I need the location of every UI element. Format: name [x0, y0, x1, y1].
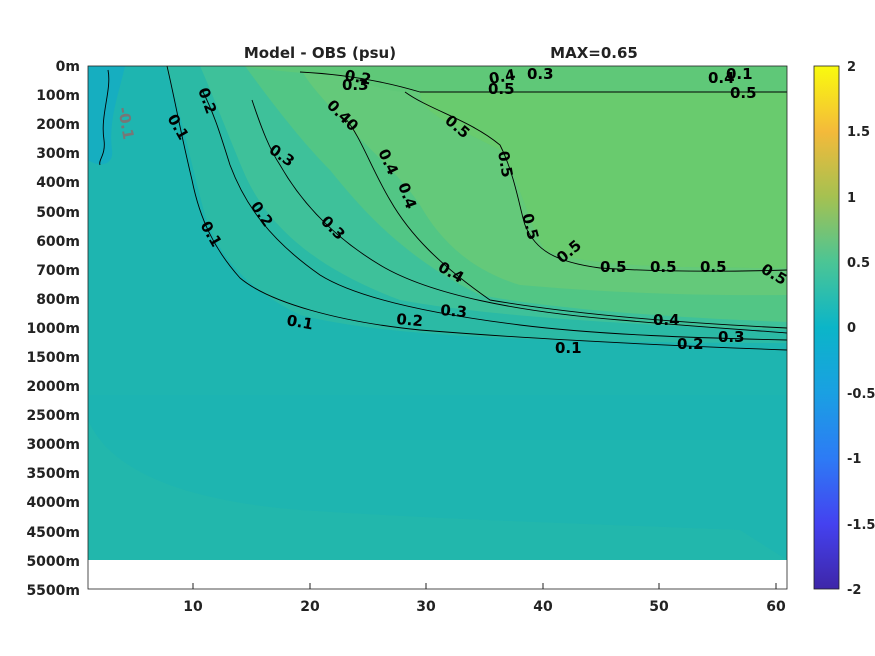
fill-deep-band	[88, 395, 787, 440]
y-tick-label: 3000m	[26, 437, 80, 453]
contour-0-5	[404, 91, 787, 272]
y-tick-label: 5500m	[26, 583, 80, 599]
contour-label: 0.3	[527, 65, 554, 83]
contour-label: 0.2	[396, 310, 424, 330]
y-tick-label: 4000m	[26, 495, 80, 511]
contour-label: 0.4	[488, 66, 517, 88]
x-tick-label: 60	[766, 599, 786, 615]
y-axis: 0m 100m 200m 300m 400m 500m 600m 700m 80…	[26, 59, 80, 599]
y-tick-label: 1500m	[26, 350, 80, 366]
contour-0-1	[166, 66, 787, 351]
y-tick-label: 2500m	[26, 408, 80, 424]
contour-label: 0.3	[342, 76, 369, 94]
contour-label: 0.1	[285, 311, 314, 333]
colorbar-tick-label: 2	[847, 60, 856, 75]
contour-labels: 0.1 0.2 0.3 0.4 0.3 0.2 0.1 0.1 0.2 0.3 …	[114, 65, 790, 357]
colorbar-tick-label: 0	[847, 321, 856, 336]
contour-label: 0.2	[677, 335, 704, 353]
contour-0-3	[251, 99, 787, 334]
contour-0-4	[344, 117, 787, 329]
contour-label: 0.5	[600, 258, 627, 276]
x-axis: 10 20 30 40 50 60	[183, 583, 786, 615]
contour-label: 0.3	[440, 301, 468, 321]
y-tick-label: 700m	[36, 263, 80, 279]
contour-label: 0.4	[653, 311, 680, 329]
contour-label: 0.5	[494, 150, 516, 179]
x-tick-label: 30	[416, 599, 436, 615]
contour-label: 0.5	[488, 80, 515, 98]
fill-level-neg-0-1	[88, 66, 125, 165]
contour-label: 0.5	[650, 258, 677, 276]
y-tick-label: 500m	[36, 205, 80, 221]
y-tick-label: 0m	[56, 59, 80, 75]
y-tick-label: 2000m	[26, 379, 80, 395]
contour-label: 0.3	[718, 328, 745, 346]
contour-label: -0.1	[114, 106, 137, 141]
colorbar-tick-label: 1.5	[847, 125, 870, 140]
colorbar-tick-label: -0.5	[847, 387, 875, 402]
y-tick-label: 3500m	[26, 466, 80, 482]
contour-label: 0.4	[708, 69, 735, 87]
contour-label: 0.5	[730, 84, 757, 102]
contour-neg-0-1	[99, 69, 110, 166]
fill-surface-strip	[240, 66, 787, 92]
chart-subtitle: MAX=0.65	[550, 44, 638, 62]
colorbar: 2 1.5 1 0.5 0 -0.5 -1 -1.5 -2	[813, 60, 875, 598]
y-tick-label: 100m	[36, 88, 80, 104]
contour-label: 0.5	[700, 258, 727, 276]
colorbar-tick-label: -1	[847, 452, 861, 467]
y-tick-label: 800m	[36, 292, 80, 308]
y-tick-label: 600m	[36, 234, 80, 250]
y-tick-label: 300m	[36, 146, 80, 162]
y-tick-label: 5000m	[26, 554, 80, 570]
chart-title: Model - OBS (psu)	[244, 44, 396, 62]
colorbar-gradient	[813, 65, 840, 590]
contour-surface	[299, 71, 787, 93]
filled-field	[88, 66, 787, 560]
x-tick-label: 10	[183, 599, 203, 615]
y-tick-label: 1000m	[26, 321, 80, 337]
colorbar-tick-label: 1	[847, 191, 856, 206]
x-tick-label: 20	[300, 599, 320, 615]
contour-label: 0.2	[343, 66, 372, 88]
y-tick-label: 4500m	[26, 525, 80, 541]
fill-core-0-5	[420, 92, 787, 268]
colorbar-tick-label: 0.5	[847, 256, 870, 271]
fill-abyss-tongue	[88, 420, 787, 560]
x-tick-label: 40	[533, 599, 553, 615]
contour-label: 0.1	[726, 65, 753, 83]
contour-0-2	[201, 89, 787, 341]
contour-lines	[99, 66, 787, 351]
contour-label: 0.1	[555, 339, 582, 357]
y-tick-label: 400m	[36, 175, 80, 191]
fill-level-0-5	[300, 66, 787, 296]
plot-frame	[87, 65, 788, 590]
y-tick-label: 200m	[36, 117, 80, 133]
x-tick-label: 50	[649, 599, 669, 615]
colorbar-tick-label: -1.5	[847, 518, 875, 533]
colorbar-tick-label: -2	[847, 583, 861, 598]
